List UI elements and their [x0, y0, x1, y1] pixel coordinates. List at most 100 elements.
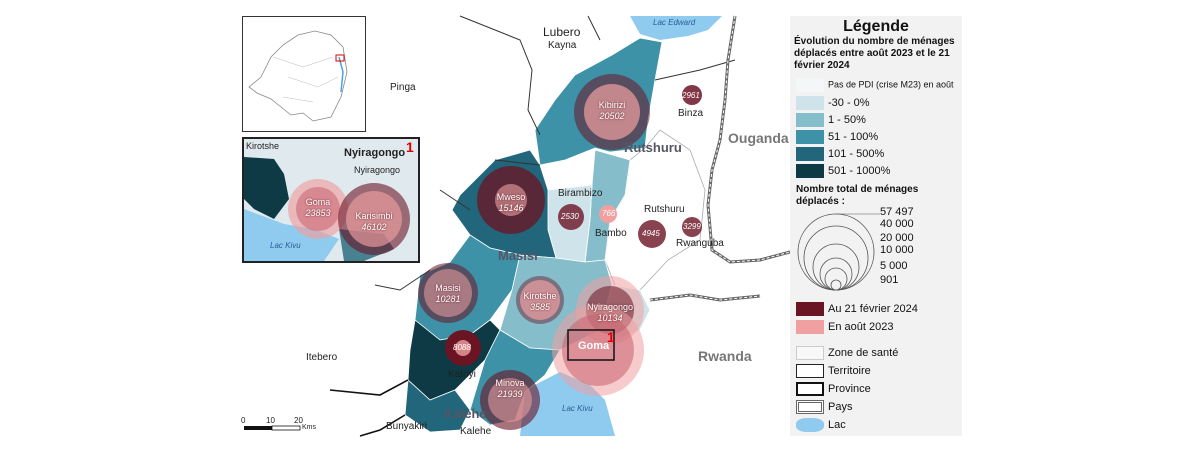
legend-size-2: 20 000 [880, 232, 914, 244]
zone-name: Kibirizi [598, 100, 626, 110]
legend-swatch [796, 302, 824, 316]
zone-value: 10134 [597, 313, 623, 323]
legend-swatch [796, 147, 824, 161]
inset-karisimbi-value: 46102 [361, 222, 387, 232]
legend-class-label: 51 - 100% [828, 130, 879, 143]
legend-boundary-label: Province [828, 382, 871, 395]
label-bambo: Bambo [595, 228, 627, 239]
bubble-bambo [599, 205, 617, 223]
legend-class-label: -30 - 0% [828, 96, 870, 109]
inset-goma-value: 23853 [305, 208, 331, 218]
legend-class-4: 101 - 500% [796, 147, 884, 161]
locator-inset [242, 16, 366, 132]
inset-bubble-goma-inner [296, 187, 340, 231]
legend-swatch [796, 96, 824, 110]
legend-class-2: 1 - 50% [796, 113, 866, 127]
bubble-katoyi [445, 330, 481, 366]
inset-label-nyiragongo: Nyiragongo [354, 165, 401, 175]
bubble-birambizo [558, 204, 584, 230]
inset-title: Nyiragongo [344, 147, 406, 159]
locator-highlight [335, 54, 345, 62]
legend-swatch [796, 418, 824, 432]
bubble-rwanguba [682, 217, 702, 237]
value-katoyi: 8088 [453, 343, 471, 352]
label-lac-edward: Lac Edward [653, 18, 696, 27]
lake-edward [630, 16, 722, 40]
territory-boundary [459, 15, 541, 166]
legend-size-title: Nombre total de ménages déplacés : [796, 184, 919, 207]
legend-province: Province [796, 382, 871, 396]
label-kalehe-territory: Kalehe [444, 406, 487, 421]
bubble-rutshuru [638, 220, 666, 248]
zone-label-kibirizi: Kibirizi 20502 [588, 100, 636, 122]
label-rwanguba: Rwanguba [676, 238, 724, 249]
legend-title: Légende [843, 18, 909, 35]
legend-class-label: 101 - 500% [828, 147, 885, 160]
inset-label-lac-kivu: Lac Kivu [270, 241, 301, 250]
bubble-binza [682, 85, 702, 105]
zone-name: Kirotshe [523, 291, 557, 301]
bubble-kibirizi [574, 74, 650, 150]
legend-subtitle: Évolution du nombre de ménages déplacés … [794, 36, 955, 71]
label-birambizo: Birambizo [558, 188, 603, 199]
legend-pays: Pays [796, 400, 852, 414]
zone-kalehe-north [404, 379, 471, 433]
legend-boundary-label: Territoire [828, 364, 871, 377]
legend-class-1: -30 - 0% [796, 96, 870, 110]
label-bunyakiri: Bunyakiri [386, 421, 428, 432]
zone-value: 3585 [529, 302, 551, 312]
zone-value: 15146 [498, 203, 524, 213]
legend-size-0: 57 497 [880, 206, 914, 218]
nyiragongo-inset: Kirotshe Nyiragongo 1 Nyiragongo Lac Kiv… [242, 137, 420, 263]
legend-swatch [796, 364, 824, 378]
scale-bar [244, 425, 301, 431]
legend-swatch [796, 113, 824, 127]
legend-lac: Lac [796, 418, 846, 432]
label-binza: Binza [678, 108, 704, 119]
legend-size-5: 901 [880, 274, 899, 286]
label-rwanda: Rwanda [698, 348, 752, 364]
scale-unit: Kms [302, 424, 316, 431]
bubble-mweso [477, 166, 545, 234]
zone-value: 10281 [435, 294, 461, 304]
legend-bubble-label: En août 2023 [828, 320, 894, 333]
inset-bubble-karisimbi-inner [346, 191, 402, 247]
legend-bubble-label: Au 21 février 2024 [828, 302, 918, 315]
bubble-minova [480, 370, 540, 430]
nyiragongo-inset-map [244, 139, 418, 261]
legend-swatch [796, 78, 824, 92]
scale-tick-10: 10 [266, 416, 275, 425]
legend-size-1: 40 000 [880, 218, 914, 230]
legend-boundary-label: Lac [828, 418, 846, 431]
value-birambizo: 2530 [561, 212, 579, 221]
value-bambo: 766 [602, 209, 616, 218]
legend-size-4: 5 000 [880, 260, 908, 272]
territory-boundary-3 [374, 189, 471, 291]
inset-goma-name: Goma [305, 197, 331, 207]
bubble-masisi [418, 263, 478, 323]
label-ouganda: Ouganda [728, 130, 789, 146]
legend-size-3: 10 000 [880, 244, 914, 256]
label-rutshuru-territory: Rutshuru [624, 140, 682, 155]
legend-bubble-aug: En août 2023 [796, 320, 893, 334]
label-lac-kivu: Lac Kivu [562, 404, 593, 413]
label-kalehe: Kalehe [460, 426, 492, 437]
inset-goma-label: Goma 23853 [296, 197, 340, 219]
scale-tick-0: 0 [241, 416, 246, 425]
zone-name: Mweso [496, 192, 526, 202]
legend-swatch [796, 400, 824, 414]
legend-boundary-label: Pays [828, 400, 853, 413]
zone-name: Nyiragongo [586, 302, 634, 312]
legend-swatch [796, 382, 824, 396]
legend-class-label: 1 - 50% [828, 113, 866, 126]
zone-name: Minova [495, 378, 525, 388]
legend-zone-sante: Zone de santé [796, 346, 898, 360]
legend-class-5: 501 - 1000% [796, 164, 890, 178]
label-itebero: Itebero [306, 352, 338, 363]
zone-label-mweso: Mweso 15146 [487, 192, 535, 214]
zone-label-kirotshe: Kirotshe 3585 [516, 291, 564, 313]
legend-swatch [796, 130, 824, 144]
inset-number: 1 [406, 139, 414, 155]
zone-name: Masisi [435, 283, 461, 293]
